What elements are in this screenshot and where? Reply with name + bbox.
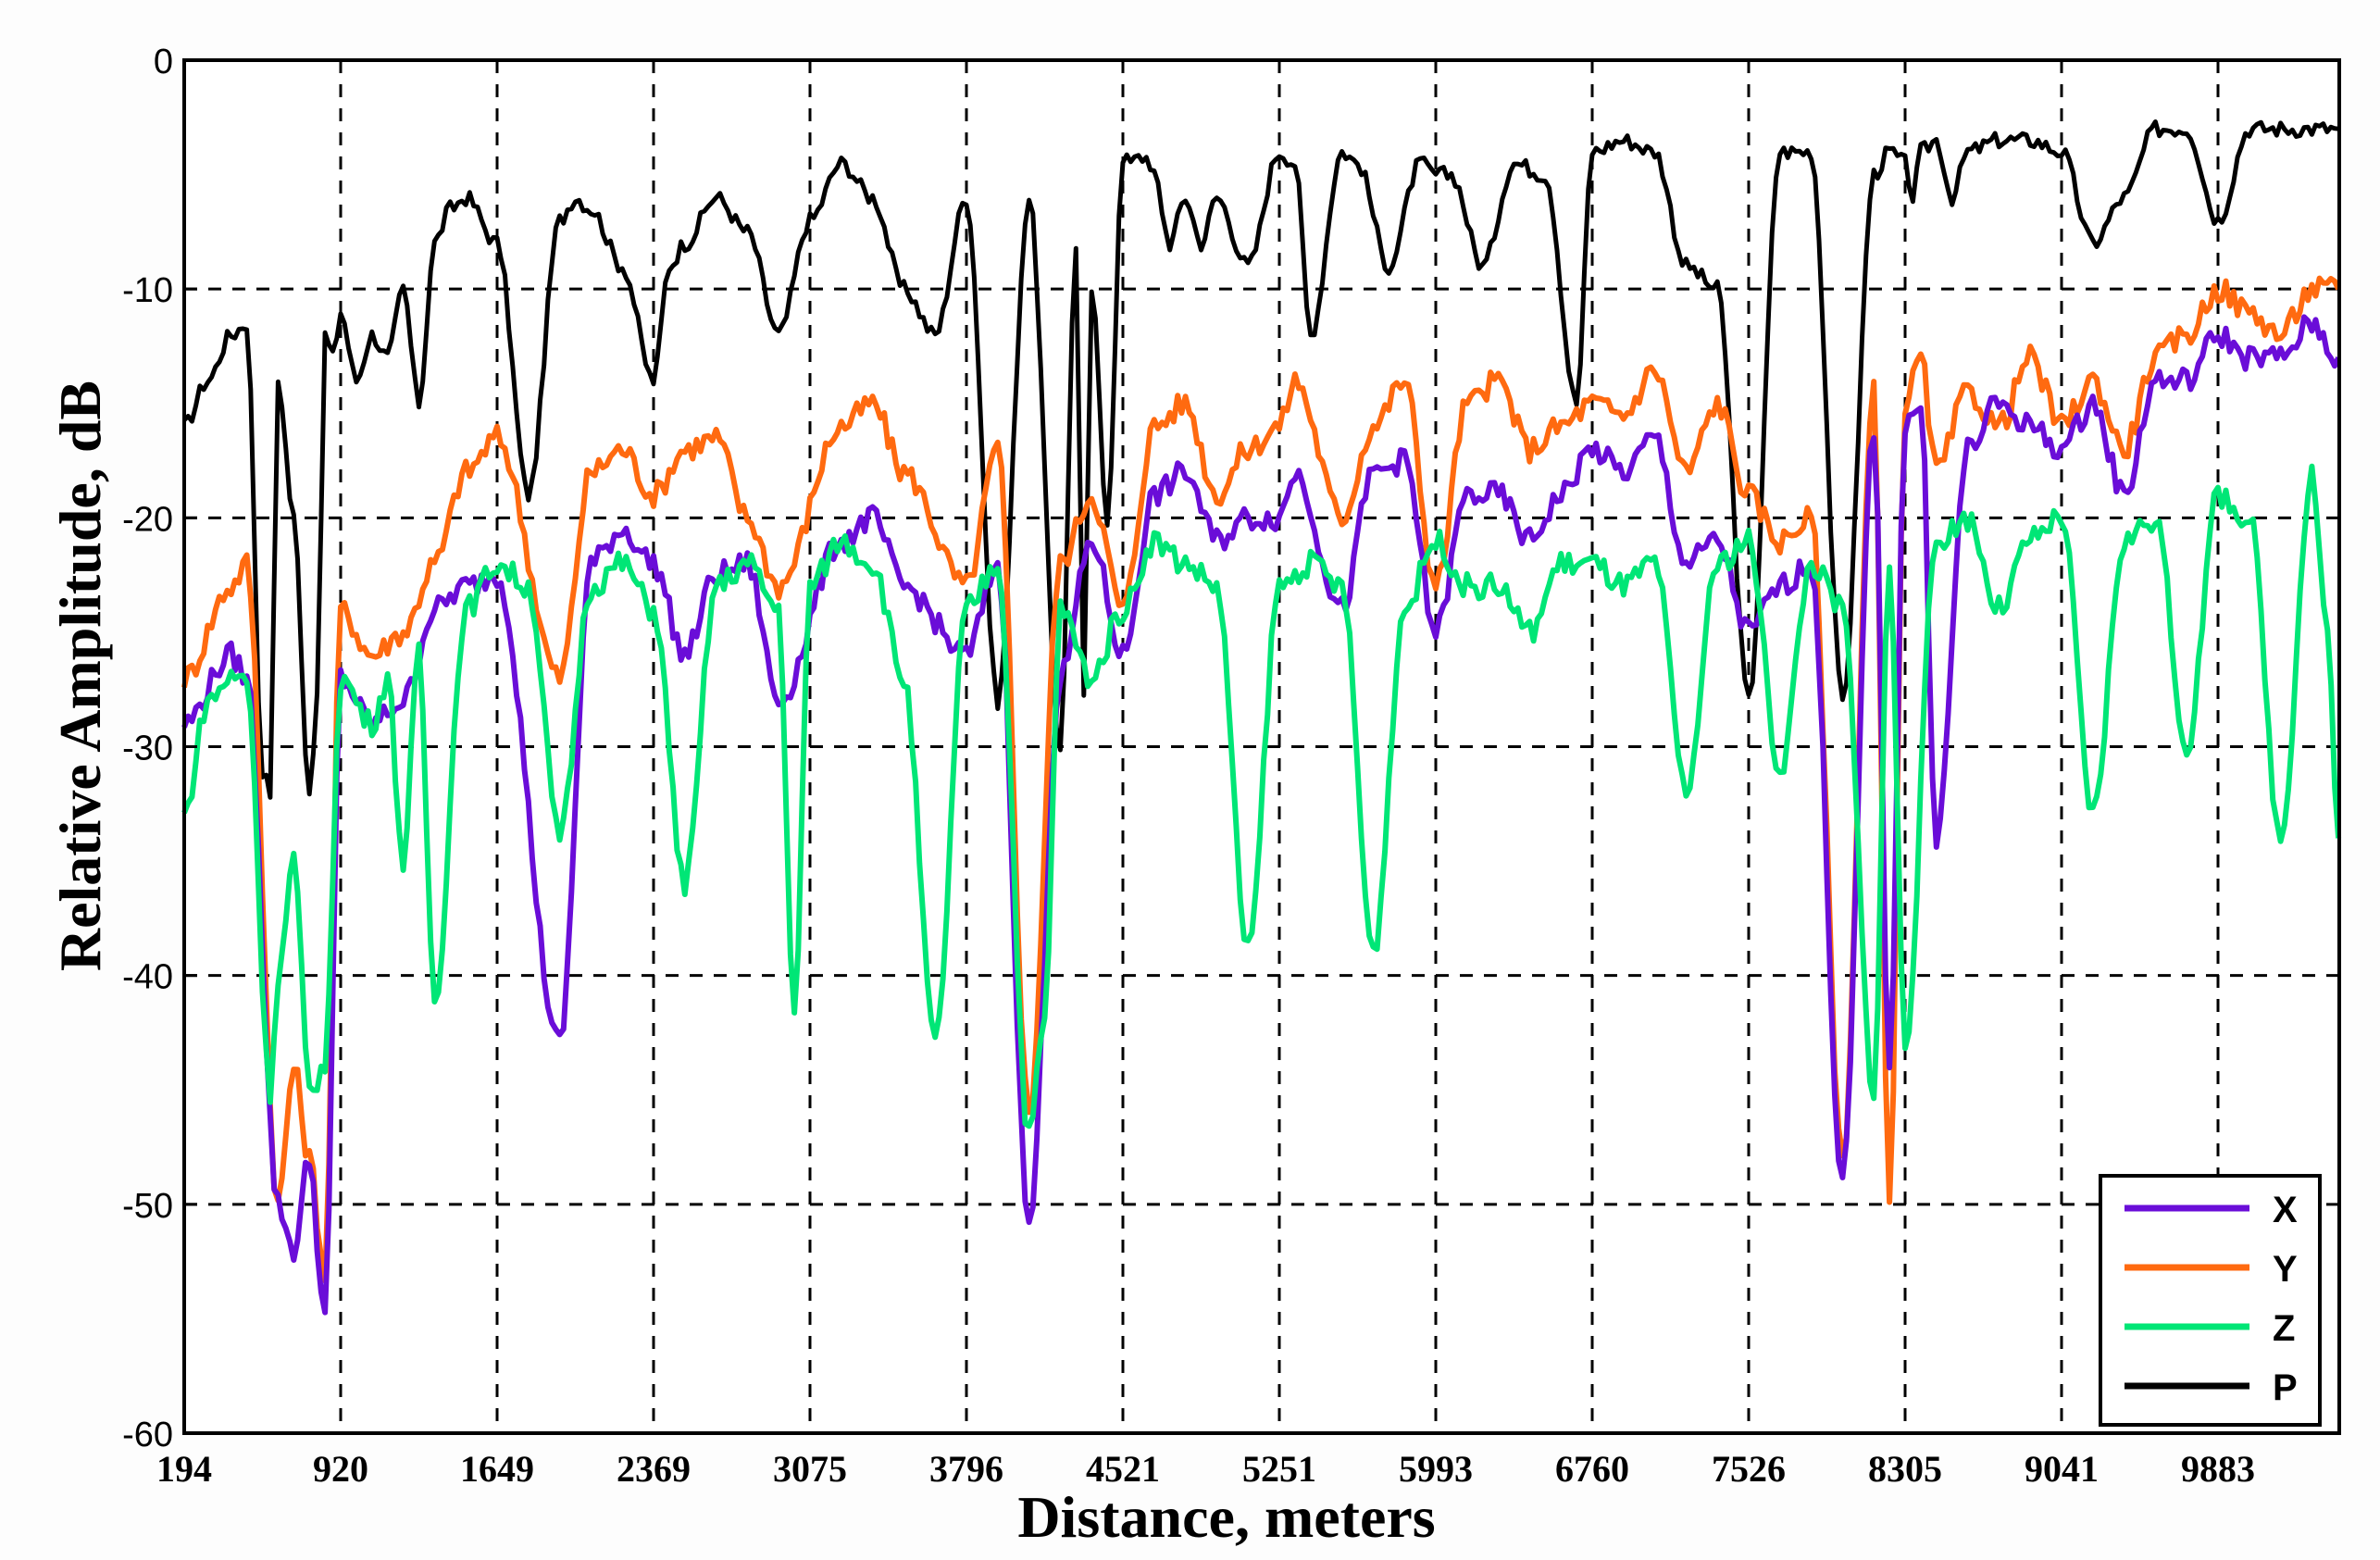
y-tick-label: -10	[122, 271, 173, 310]
y-tick-label: -30	[122, 730, 173, 768]
legend-label: P	[2273, 1367, 2298, 1408]
y-axis-title: Relative Amplitude, dB	[47, 381, 113, 971]
legend-label: Z	[2273, 1308, 2295, 1349]
y-tick-label: -60	[122, 1416, 173, 1454]
y-tick-label: -40	[122, 958, 173, 997]
x-tick-label: 3796	[929, 1448, 1003, 1490]
x-tick-label: 9041	[2025, 1448, 2099, 1490]
x-tick-label: 5251	[1242, 1448, 1316, 1490]
series-line-y	[181, 275, 2341, 1284]
y-axis-ticks: 0 -10 -20 -30 -40 -50 -60	[122, 43, 197, 1454]
x-tick-label: 8305	[1868, 1448, 1942, 1490]
x-tick-label: 3075	[773, 1448, 847, 1490]
x-tick-label: 1649	[460, 1448, 534, 1490]
legend-item-z: Z	[2125, 1308, 2295, 1349]
legend-label: X	[2273, 1190, 2298, 1230]
y-tick-label: -50	[122, 1187, 173, 1226]
x-tick-label: 194	[156, 1448, 212, 1490]
series-line-x	[181, 314, 2341, 1316]
x-tick-label: 6760	[1555, 1448, 1629, 1490]
x-tick-label: 9883	[2181, 1448, 2255, 1490]
x-axis-ticks: 194 920 1649 2369 3075 3796 4521 5251 5993 6760 75…	[156, 1448, 2255, 1490]
legend-label: Y	[2273, 1249, 2298, 1290]
y-tick-label: 0	[154, 43, 173, 81]
x-tick-label: 5993	[1399, 1448, 1473, 1490]
data-series	[181, 119, 2342, 1316]
x-axis-title: Distance, meters	[1017, 1484, 1435, 1550]
grid-lines	[184, 60, 2339, 1433]
legend-item-y: Y	[2125, 1249, 2298, 1290]
legend-item-x: X	[2125, 1190, 2298, 1230]
legend-item-p: P	[2125, 1367, 2298, 1408]
x-tick-label: 2369	[617, 1448, 691, 1490]
series-line-z	[181, 463, 2342, 1129]
x-tick-label: 4521	[1086, 1448, 1160, 1490]
x-tick-label: 7526	[1712, 1448, 1786, 1490]
y-tick-label: -20	[122, 500, 173, 539]
series-line-p	[182, 119, 2339, 800]
plot-area	[184, 60, 2339, 1433]
x-tick-label: 920	[313, 1448, 368, 1490]
